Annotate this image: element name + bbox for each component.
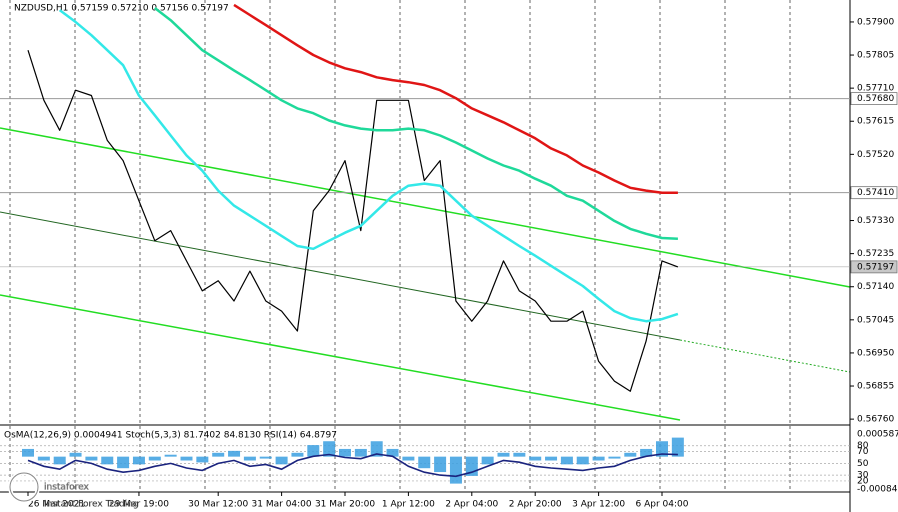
osma-bar xyxy=(259,456,272,459)
level-label: 80 xyxy=(857,441,869,451)
x-tick-label: 29 Mar 19:00 xyxy=(109,500,169,510)
watermark: instaforex Instant Forex Trading xyxy=(8,471,139,510)
osma-bar xyxy=(497,452,510,457)
indicator-title: OsMA(12,26,9) 0.0004941 Stoch(5,3,3) 81.… xyxy=(4,431,337,441)
osma-bar xyxy=(449,456,462,484)
osma-bar xyxy=(164,454,177,457)
osma-bar xyxy=(307,445,320,457)
price-marker-box xyxy=(850,92,898,105)
osma-bar xyxy=(196,456,209,463)
trend-line-mid xyxy=(0,211,681,341)
rsi-line xyxy=(27,453,678,478)
osma-bar xyxy=(529,456,542,461)
watermark-tagline: Instant Forex Trading xyxy=(44,500,139,510)
y-tick-label: 0.56760 xyxy=(857,415,894,425)
moving-average xyxy=(58,9,679,323)
osma-bar xyxy=(434,456,447,473)
osma-bar xyxy=(624,452,637,457)
y-tick-label: 0.56855 xyxy=(857,382,894,392)
level-label: 50 xyxy=(857,459,869,469)
osma-bar xyxy=(671,437,684,457)
y-tick-label: 0.57710 xyxy=(857,84,894,94)
osma-bar xyxy=(418,456,431,469)
osma-bar xyxy=(243,456,256,461)
osma-bar xyxy=(85,456,98,461)
osma-bar xyxy=(608,456,621,459)
y-tick-label: 0.57805 xyxy=(857,51,894,61)
x-tick-label: 1 Apr 12:00 xyxy=(382,500,435,510)
y-tick-label: 0.57615 xyxy=(857,117,894,127)
osma-bar xyxy=(370,441,383,457)
osma-bar xyxy=(402,456,415,461)
y-tick-label: 0.57520 xyxy=(857,150,894,160)
trend-line-mid-ext xyxy=(679,339,851,373)
x-tick-label: 2 Apr 20:00 xyxy=(509,500,562,510)
price-marker-label: 0.57197 xyxy=(857,262,894,272)
y-tick-label: 0.57900 xyxy=(857,17,894,27)
trend-line-lower xyxy=(0,294,681,421)
osma-bar xyxy=(386,448,399,457)
osma-bar xyxy=(132,456,145,465)
watermark-logo-outline xyxy=(9,472,39,502)
y-tick-label: 0.57235 xyxy=(857,249,894,259)
osma-bar xyxy=(481,456,494,465)
osma-bar xyxy=(323,441,336,457)
osma-bar xyxy=(37,456,50,461)
osma-bar xyxy=(180,456,193,461)
x-tick-label: 31 Mar 04:00 xyxy=(252,500,312,510)
price-marker-label: 0.57410 xyxy=(857,188,894,198)
osma-bar xyxy=(560,456,573,465)
osma-bar xyxy=(117,456,130,469)
vertical-grid xyxy=(9,0,791,492)
osma-bar xyxy=(592,456,605,461)
x-tick-label: 2 Apr 04:00 xyxy=(445,500,498,510)
level-label: 20 xyxy=(857,476,869,486)
moving-average xyxy=(233,3,678,194)
price-line xyxy=(27,50,679,392)
osma-tick-label: -0.000840 xyxy=(857,485,898,495)
level-label: 70 xyxy=(857,447,869,457)
osma-bar xyxy=(576,456,589,465)
price-marker-label: 0.57680 xyxy=(857,94,894,104)
osma-bar xyxy=(339,448,351,457)
level-label: 30 xyxy=(857,471,869,481)
osma-bar xyxy=(212,452,225,457)
osma-bar xyxy=(22,448,34,457)
y-tick-label: 0.56950 xyxy=(857,348,894,358)
y-tick-label: 0.57140 xyxy=(857,282,894,292)
watermark-brand: instaforex xyxy=(44,483,89,493)
x-tick-label: 6 Apr 04:00 xyxy=(636,500,689,510)
osma-bar xyxy=(228,450,241,457)
trend-line-upper xyxy=(0,127,851,288)
x-tick-label: 30 Mar 12:00 xyxy=(188,500,248,510)
chart-title: NZDUSD,H1 0.57159 0.57210 0.57156 0.5719… xyxy=(14,4,229,14)
osma-bar xyxy=(53,456,66,465)
x-tick-label: 31 Mar 20:00 xyxy=(315,500,375,510)
osma-bar xyxy=(545,456,558,461)
y-tick-label: 0.57045 xyxy=(857,315,894,325)
price-marker-box xyxy=(850,260,898,274)
osma-bar xyxy=(513,452,526,457)
osma-bar xyxy=(101,456,114,465)
moving-average xyxy=(154,7,678,240)
x-tick-label: 26 Mar 2021 xyxy=(28,500,85,510)
osma-tick-label: 0.0005879 xyxy=(857,430,898,440)
x-tick-label: 3 Apr 12:00 xyxy=(572,500,625,510)
osma-bar xyxy=(275,456,288,465)
osma-bar xyxy=(148,456,161,461)
y-tick-label: 0.57330 xyxy=(857,216,894,226)
osma-bar xyxy=(656,441,668,457)
osma-bar xyxy=(291,452,304,457)
osma-bar xyxy=(69,452,82,457)
osma-bar xyxy=(354,448,367,457)
price-marker-box xyxy=(850,186,898,200)
osma-bar xyxy=(640,448,653,457)
